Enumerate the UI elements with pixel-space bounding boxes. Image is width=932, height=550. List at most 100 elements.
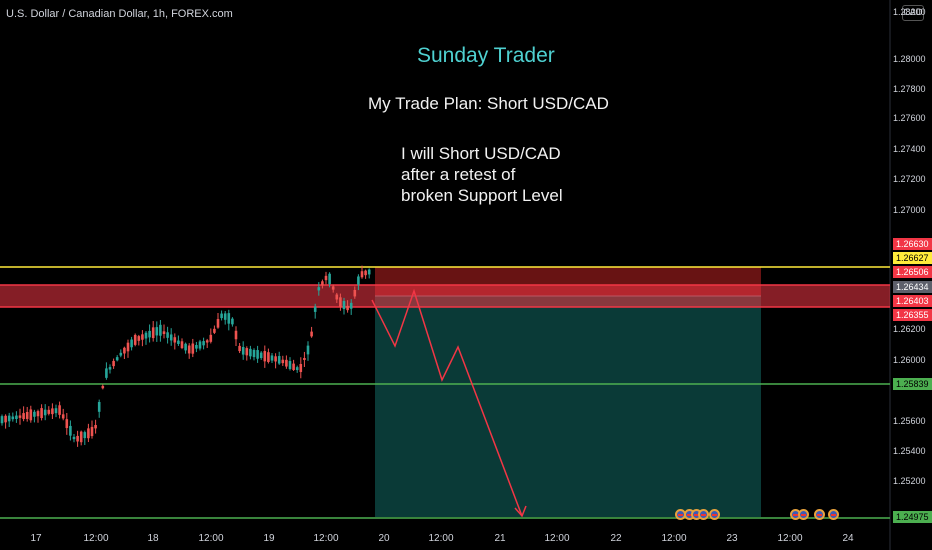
candle-body [7, 415, 11, 422]
price-tick-label: 1.27200 [893, 174, 926, 184]
candle-body [256, 350, 259, 359]
candle-body [234, 330, 238, 340]
event-flag-icon[interactable] [798, 509, 809, 520]
candle-body [353, 289, 357, 297]
candle-body [11, 416, 15, 420]
candle-body [184, 343, 187, 351]
price-tick-label: 1.27400 [893, 144, 926, 154]
projection-path [371, 288, 523, 517]
event-flag-icon[interactable] [698, 509, 709, 520]
candle-body [321, 281, 324, 286]
symbol-title[interactable]: U.S. Dollar / Canadian Dollar, 1h, FOREX… [6, 8, 233, 20]
annotation-title: Sunday Trader [417, 44, 555, 67]
candle-body [141, 334, 144, 340]
price-tick-label: 1.27000 [893, 205, 926, 215]
candle-body [202, 341, 205, 346]
candle-body [151, 327, 155, 339]
candle-body [108, 367, 112, 370]
candle-body [65, 419, 69, 429]
candle-body [241, 347, 245, 355]
candle-body [43, 409, 47, 416]
event-flag-icon[interactable] [709, 509, 720, 520]
time-tick-label: 22 [610, 533, 622, 544]
candle-body [205, 340, 209, 343]
candle-body [227, 313, 231, 324]
candle-body [324, 275, 328, 281]
candle-body [94, 425, 97, 429]
candle-body [115, 357, 119, 361]
candle-body [364, 270, 367, 276]
candle-body [79, 431, 83, 443]
candle-body [69, 425, 72, 436]
candle-body [213, 328, 216, 333]
candle-body [119, 352, 123, 356]
time-tick-label: 17 [30, 533, 42, 544]
candle-body [97, 401, 101, 412]
candle-body [295, 367, 299, 371]
candle-body [169, 334, 173, 341]
price-tick-label: 1.28200 [893, 7, 926, 17]
candle-body [101, 385, 105, 389]
candle-body [209, 334, 213, 342]
candle-body [198, 341, 202, 349]
price-level-label: 1.26355 [893, 309, 932, 321]
candle-body [15, 415, 18, 419]
candle-body [47, 409, 51, 414]
price-level-label: 1.26630 [893, 238, 932, 250]
time-tick-label: 12:00 [777, 533, 803, 544]
candle-body [339, 297, 342, 307]
candle-body [263, 351, 267, 362]
candle-body [277, 356, 281, 364]
candle-body [29, 409, 33, 421]
candle-body [87, 428, 90, 439]
candle-body [270, 355, 274, 361]
candle-body [51, 408, 54, 415]
candle-body [238, 345, 241, 352]
annotation-line: I will Short USD/CAD [401, 144, 561, 163]
candle-body [191, 343, 195, 354]
time-tick-label: 18 [147, 533, 159, 544]
candle-body [162, 331, 166, 335]
currency-badge[interactable]: CAD [902, 5, 924, 21]
candle-body [76, 435, 79, 442]
candle-body [123, 347, 126, 354]
price-level-label: 1.24975 [893, 511, 932, 523]
candle-body [105, 368, 108, 378]
price-tick-label: 1.28000 [893, 54, 926, 64]
candle-body [313, 306, 317, 312]
candle-body [0, 416, 4, 424]
event-flag-icon[interactable] [814, 509, 825, 520]
candle-body [173, 337, 177, 343]
candle-body [83, 432, 87, 439]
candle-body [195, 344, 198, 349]
price-tick-label: 1.26200 [893, 324, 926, 334]
event-flag-icon[interactable] [828, 509, 839, 520]
time-tick-label: 12:00 [83, 533, 109, 544]
candle-body [25, 411, 29, 419]
candle-body [252, 349, 256, 358]
candle-body [18, 415, 22, 418]
price-level-label: 1.25839 [893, 378, 932, 390]
annotation-line: broken Support Level [401, 186, 563, 205]
time-tick-label: 20 [378, 533, 390, 544]
price-level-label: 1.26506 [893, 266, 932, 278]
candle-body [267, 352, 270, 362]
candle-body [155, 327, 159, 336]
candle-body [306, 345, 310, 355]
time-tick-label: 21 [494, 533, 506, 544]
candle-body [349, 302, 353, 309]
candle-body [360, 271, 364, 278]
time-tick-label: 12:00 [661, 533, 687, 544]
candle-body [130, 339, 133, 348]
candle-body [159, 324, 162, 336]
time-tick-label: 19 [263, 533, 275, 544]
candle-body [259, 352, 263, 359]
candle-body [342, 300, 346, 310]
candle-body [357, 276, 360, 285]
candle-body [137, 336, 141, 341]
candle-body [72, 436, 76, 440]
time-tick-label: 12:00 [313, 533, 339, 544]
price-level-label: 1.26434 [893, 281, 932, 293]
candle-body [40, 408, 43, 419]
